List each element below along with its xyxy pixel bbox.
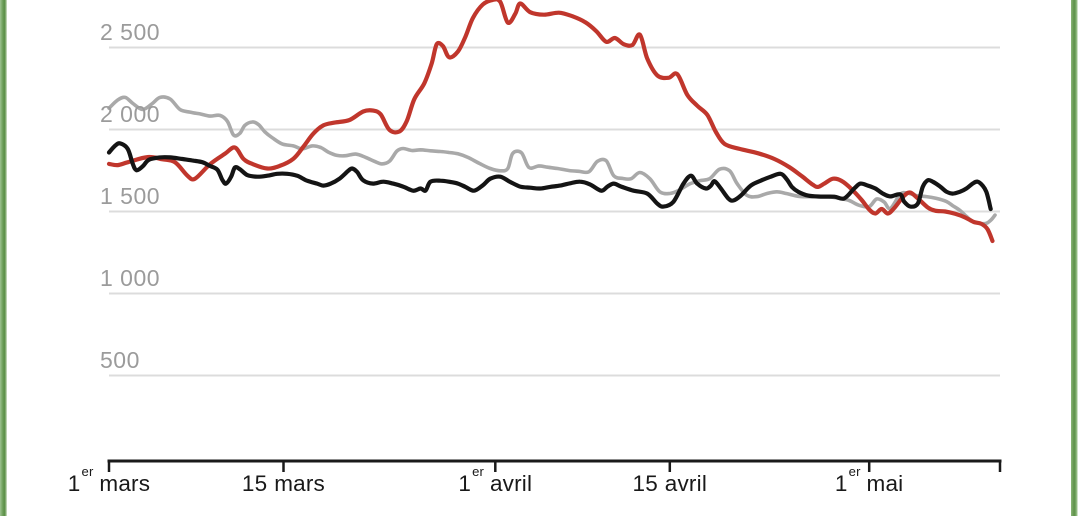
x-tick-label-15-mars: 15 mars <box>241 471 325 496</box>
x-tick-label-1er-mars: 1er mars <box>67 464 151 496</box>
y-tick-label-2500: 2 500 <box>100 18 161 45</box>
x-tick-label-1er-mai: 1er mai <box>834 464 904 496</box>
right-green-border <box>1071 0 1078 516</box>
gray-series-line <box>107 95 997 226</box>
black-series-line <box>106 141 993 212</box>
y-tick-label-2000: 2 000 <box>100 100 161 127</box>
y-tick-label-1000: 1 000 <box>100 264 161 291</box>
x-tick-label-15-avril: 15 avril <box>632 471 708 496</box>
left-green-border <box>0 0 7 516</box>
y-tick-label-500: 500 <box>100 346 140 373</box>
red-series-line <box>106 0 995 244</box>
x-tick-label-1er-avril: 1er avril <box>458 464 533 496</box>
y-tick-label-1500: 1 500 <box>100 182 161 209</box>
